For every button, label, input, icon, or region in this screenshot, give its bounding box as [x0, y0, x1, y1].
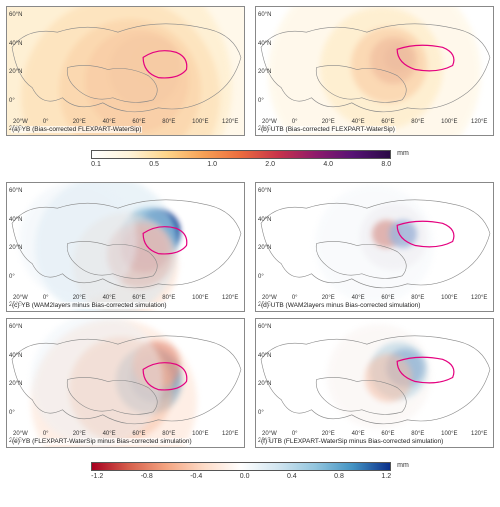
panel-a: 60°N40°N20°N0°20°S20°W0°20°E40°E60°E80°E… [6, 6, 245, 136]
figure-grid: 60°N40°N20°N0°20°S20°W0°20°E40°E60°E80°E… [0, 0, 500, 494]
panel-label: (f) UTB (FLEXPART-WaterSip minus Bias-co… [260, 438, 444, 445]
panel-label: (c) YB (WAM2layers minus Bias-corrected … [11, 302, 168, 309]
panel-c: 60°N40°N20°N0°20°S20°W0°20°E40°E60°E80°E… [6, 182, 245, 312]
panel-b: 60°N40°N20°N0°20°S20°W0°20°E40°E60°E80°E… [255, 6, 494, 136]
panel-label: (e) YB (FLEXPART-WaterSip minus Bias-cor… [11, 438, 193, 445]
colorbar-diff: -1.2-0.8-0.40.00.40.81.2mm [6, 454, 494, 488]
colorbar-source: 0.10.51.02.04.08.0mm [6, 142, 494, 176]
panel-f: 60°N40°N20°N0°20°S20°W0°20°E40°E60°E80°E… [255, 318, 494, 448]
panel-label: (d) UTB (WAM2layers minus Bias-corrected… [260, 302, 421, 309]
panel-label: (b) UTB (Bias-corrected FLEXPART-WaterSi… [260, 126, 396, 133]
panel-d: 60°N40°N20°N0°20°S20°W0°20°E40°E60°E80°E… [255, 182, 494, 312]
panel-label: (a) YB (Bias-corrected FLEXPART-WaterSip… [11, 126, 142, 133]
panel-e: 60°N40°N20°N0°20°S20°W0°20°E40°E60°E80°E… [6, 318, 245, 448]
